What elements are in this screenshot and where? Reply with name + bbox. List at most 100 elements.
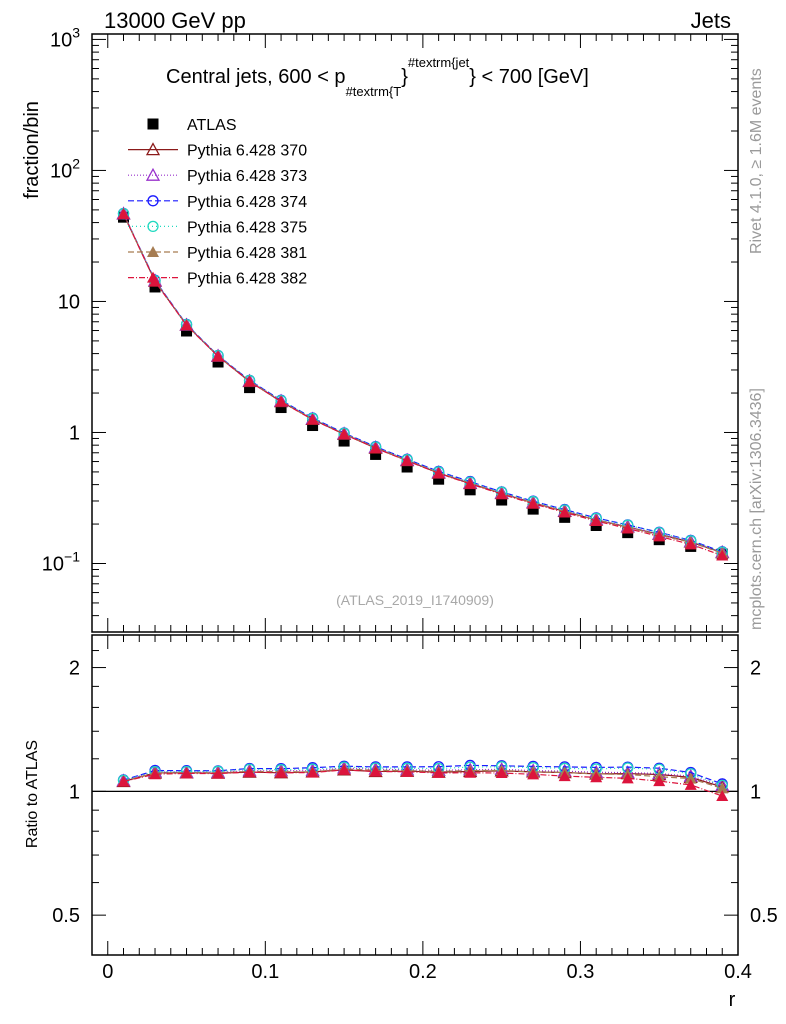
ratio-ytick-label-left-2: 0.5	[52, 905, 80, 927]
atlas-data-point	[370, 448, 382, 460]
main-ytick-label-4: 10−1	[42, 548, 80, 575]
ratio-point-s382	[369, 765, 382, 777]
main-ylabel: fraction/bin	[21, 101, 43, 199]
atlas-data-point	[307, 420, 319, 432]
atlas-data-point	[338, 435, 350, 447]
series-point-s382	[275, 395, 288, 407]
main-ytick-label-exp-0: 3	[72, 24, 80, 40]
atlas-data-point	[401, 461, 413, 473]
ratio-point-s382	[495, 767, 508, 779]
legend-label-ATLAS: ATLAS	[187, 117, 237, 134]
legend-marker-s381	[147, 246, 159, 257]
xtick-label-3: 0.3	[567, 961, 595, 983]
ratio-point-s382	[401, 765, 414, 777]
mcplots-label: mcplots.cern.ch [arXiv:1306.3436]	[748, 388, 765, 630]
main-ytick-label-1: 102	[50, 155, 80, 182]
xtick-label-1: 0.1	[251, 961, 279, 983]
ratio-ylabel: Ratio to ATLAS	[24, 740, 41, 848]
ratio-ytick-label-left-1: 1	[69, 781, 80, 803]
ratio-line-s373	[123, 767, 723, 786]
legend-marker-s373	[145, 167, 161, 181]
legend-marker-s375	[147, 220, 159, 233]
ratio-point-s382	[117, 775, 130, 787]
ratio-series-layer	[116, 759, 730, 801]
atlas-data-point	[433, 473, 445, 485]
ratio-point-s382	[432, 766, 445, 778]
ratio-point-s382	[464, 766, 477, 778]
series-line-s382	[122, 213, 723, 557]
main-ytick-label-base-4: 10	[42, 553, 64, 575]
series-line-s375	[122, 213, 723, 553]
ratio-point-s382	[716, 789, 729, 801]
legend-label-s374: Pythia 6.428 374	[187, 194, 307, 211]
series-point-s382	[306, 413, 319, 425]
main-ytick-label-base-0: 10	[50, 29, 72, 51]
atlas-data-point	[464, 484, 476, 496]
series-point-s382	[621, 522, 634, 534]
ratio-line-s382	[123, 769, 723, 797]
series-point-s382	[338, 428, 351, 440]
legend-marker-s382	[147, 271, 159, 283]
atlas-data-point	[244, 382, 256, 394]
atlas-data-point	[496, 494, 508, 506]
xtick-label-0: 0	[102, 961, 113, 983]
series-point-s382	[212, 350, 225, 362]
series-line-s381	[122, 213, 723, 554]
main-panel-frame	[91, 33, 739, 633]
title-tail-text: } < 700 [GeV]	[469, 66, 589, 88]
ratio-point-s382	[558, 770, 571, 782]
header-left: 13000 GeV pp	[104, 8, 246, 33]
atlas-data-point	[212, 356, 224, 368]
ratio-point-s381	[684, 772, 697, 784]
series-point-s382	[495, 488, 508, 500]
atlas-data-point	[149, 281, 161, 293]
series-point-s382	[369, 442, 382, 454]
main-ytick-label-0: 103	[50, 24, 80, 51]
ratio-point-s382	[621, 772, 634, 784]
legend: ATLAS Pythia 6.428 370 Pythia 6.428 373 Pyt…	[128, 117, 307, 288]
ratio-ytick-label-left-0: 2	[69, 658, 80, 680]
ratio-point-s382	[684, 778, 697, 790]
title-close-brace: }	[401, 66, 408, 88]
legend-marker-ATLAS	[147, 118, 159, 130]
legend-label-s370: Pythia 6.428 370	[187, 143, 307, 160]
series-point-s382	[527, 497, 540, 509]
main-ytick-label-exp-4: −1	[64, 548, 80, 564]
ratio-line-s381	[123, 768, 723, 789]
rivet-label: Rivet 4.1.0, ≥ 1.6M events	[748, 68, 765, 254]
xtick-label-4: 0.4	[724, 961, 752, 983]
ratio-ytick-label-right-0: 2	[750, 658, 761, 680]
analysis-watermark: (ATLAS_2019_I1740909)	[336, 592, 494, 608]
series-point-s382	[117, 208, 130, 220]
series-point-s382	[653, 530, 666, 542]
ratio-ytick-label-right-2: 0.5	[750, 905, 778, 927]
ratio-panel-frame	[91, 634, 739, 956]
series-line-s373	[122, 213, 723, 553]
series-point-s382	[243, 375, 256, 387]
series-point-s382	[684, 538, 697, 550]
series-point-s382	[558, 506, 571, 518]
header-right: Jets	[691, 8, 731, 33]
series-point-s382	[464, 477, 477, 489]
series-line-s374	[122, 213, 723, 553]
ratio-point-s382	[180, 767, 193, 779]
xtick-label-2: 0.2	[409, 961, 437, 983]
x-axis-label: r	[729, 989, 736, 1011]
ratio-point-s382	[149, 768, 162, 780]
series-point-s382	[432, 467, 445, 479]
legend-marker-s374	[147, 195, 159, 207]
atlas-data-point	[181, 325, 193, 337]
main-title: Central jets, 600 < p#textrm{T}#textrm{j…	[166, 55, 589, 99]
main-ytick-label-base-1: 10	[50, 160, 72, 182]
main-ytick-label-2: 10	[58, 291, 80, 313]
title-sub-text: #textrm{T	[346, 84, 402, 99]
series-point-s382	[716, 549, 729, 561]
ratio-point-s382	[527, 768, 540, 780]
ratio-point-s382	[306, 766, 319, 778]
main-ytick-label-3: 1	[69, 422, 80, 444]
ratio-point-s382	[590, 771, 603, 783]
ratio-ytick-label-right-1: 1	[750, 781, 761, 803]
series-point-s382	[401, 454, 414, 466]
